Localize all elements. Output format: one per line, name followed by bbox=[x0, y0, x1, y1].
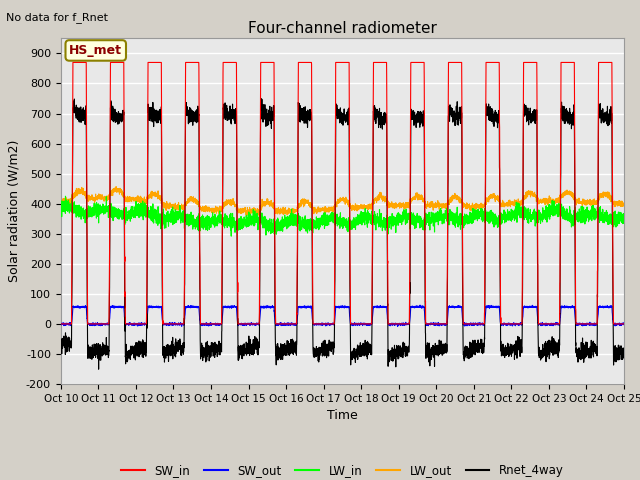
Text: HS_met: HS_met bbox=[69, 44, 122, 57]
Title: Four-channel radiometer: Four-channel radiometer bbox=[248, 21, 437, 36]
Y-axis label: Solar radiation (W/m2): Solar radiation (W/m2) bbox=[8, 140, 20, 282]
Text: No data for f_Rnet: No data for f_Rnet bbox=[6, 12, 108, 23]
Legend: SW_in, SW_out, LW_in, LW_out, Rnet_4way: SW_in, SW_out, LW_in, LW_out, Rnet_4way bbox=[116, 459, 568, 480]
X-axis label: Time: Time bbox=[327, 409, 358, 422]
